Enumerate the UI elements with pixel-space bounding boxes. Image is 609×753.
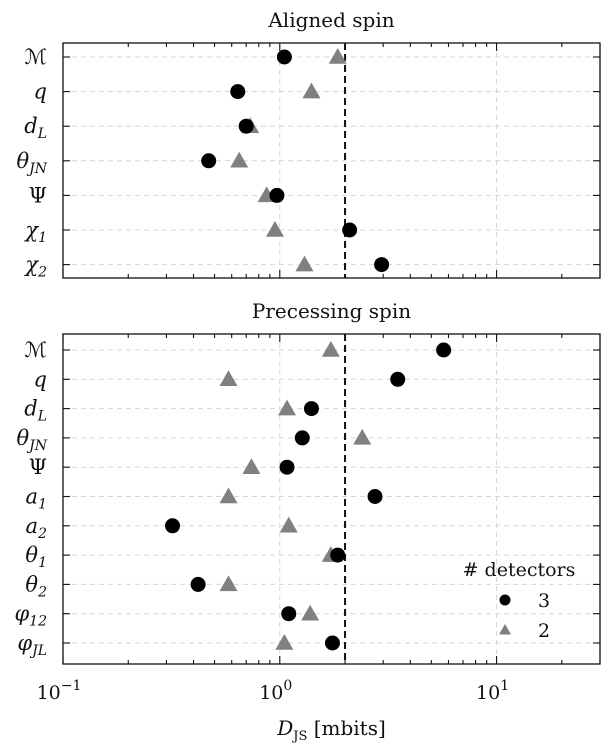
- plot-frame: [62, 333, 601, 665]
- x-tick-label: 100: [259, 678, 292, 704]
- point-3-detectors: [367, 489, 383, 504]
- panel-title: Precessing spin: [252, 299, 411, 323]
- legend-marker-triangle: [499, 624, 511, 635]
- point-3-detectors: [303, 401, 319, 417]
- parameter-label: dL: [24, 397, 47, 425]
- point-3-detectors: [342, 222, 358, 238]
- point-3-detectors: [201, 153, 217, 169]
- legend-label: 3: [538, 590, 550, 612]
- point-3-detectors: [165, 518, 181, 534]
- point-3-detectors: [269, 187, 285, 203]
- point-2-detectors: [265, 221, 284, 237]
- point-2-detectors: [321, 341, 340, 357]
- parameter-label: a2: [26, 514, 48, 542]
- point-2-detectors: [301, 604, 320, 621]
- point-3-detectors: [238, 118, 254, 134]
- parameter-label: ℳ: [25, 338, 47, 362]
- point-2-detectors: [230, 151, 249, 168]
- point-2-detectors: [219, 487, 238, 504]
- point-2-detectors: [279, 516, 298, 533]
- parameter-label: θJN: [16, 149, 47, 177]
- plot-frame: [62, 42, 601, 279]
- parameter-label: θJN: [16, 426, 47, 454]
- parameter-label: χ2: [23, 253, 47, 281]
- parameter-label: φJL: [17, 631, 47, 659]
- point-2-detectors: [353, 428, 372, 445]
- point-3-detectors: [390, 371, 406, 387]
- point-3-detectors: [230, 84, 246, 100]
- parameter-label: a1: [26, 485, 47, 513]
- parameter-label: ℳ: [25, 45, 47, 69]
- point-3-detectors: [190, 576, 206, 592]
- point-3-detectors: [279, 459, 295, 475]
- point-2-detectors: [275, 634, 294, 650]
- x-tick-label: 101: [476, 678, 509, 704]
- panel-aligned-spin: Aligned spin ℳq dL θJN Ψχ1 χ2: [16, 8, 601, 281]
- x-axis-label: DJS [mbits]: [276, 716, 386, 744]
- parameter-label: dL: [24, 114, 47, 142]
- point-2-detectors: [219, 370, 238, 387]
- point-3-detectors: [330, 547, 346, 563]
- parameter-label: θ1: [25, 543, 47, 571]
- parameter-label: θ2: [25, 572, 47, 600]
- legend-label: 2: [538, 620, 550, 642]
- panel-title: Aligned spin: [267, 8, 394, 32]
- x-tick-label: 10−1: [37, 678, 82, 704]
- point-2-detectors: [242, 458, 261, 474]
- parameter-label: φ12: [14, 602, 47, 630]
- parameter-label: q: [34, 80, 47, 104]
- legend-marker-circle: [499, 594, 511, 606]
- point-2-detectors: [278, 399, 297, 416]
- point-2-detectors: [219, 575, 238, 592]
- point-3-detectors: [276, 49, 292, 65]
- parameter-label: χ1: [23, 218, 47, 246]
- point-3-detectors: [294, 430, 310, 446]
- legend: # detectors 3 2: [463, 559, 576, 642]
- point-2-detectors: [328, 48, 347, 64]
- parameter-label: Ψ: [29, 455, 47, 479]
- point-3-detectors: [281, 606, 297, 622]
- point-3-detectors: [436, 342, 452, 358]
- point-2-detectors: [302, 82, 321, 99]
- point-2-detectors: [295, 255, 314, 272]
- parameter-label: Ψ: [29, 183, 47, 207]
- parameter-label: q: [34, 367, 47, 391]
- point-3-detectors: [374, 257, 390, 273]
- legend-title: # detectors: [463, 559, 576, 581]
- point-3-detectors: [324, 635, 340, 651]
